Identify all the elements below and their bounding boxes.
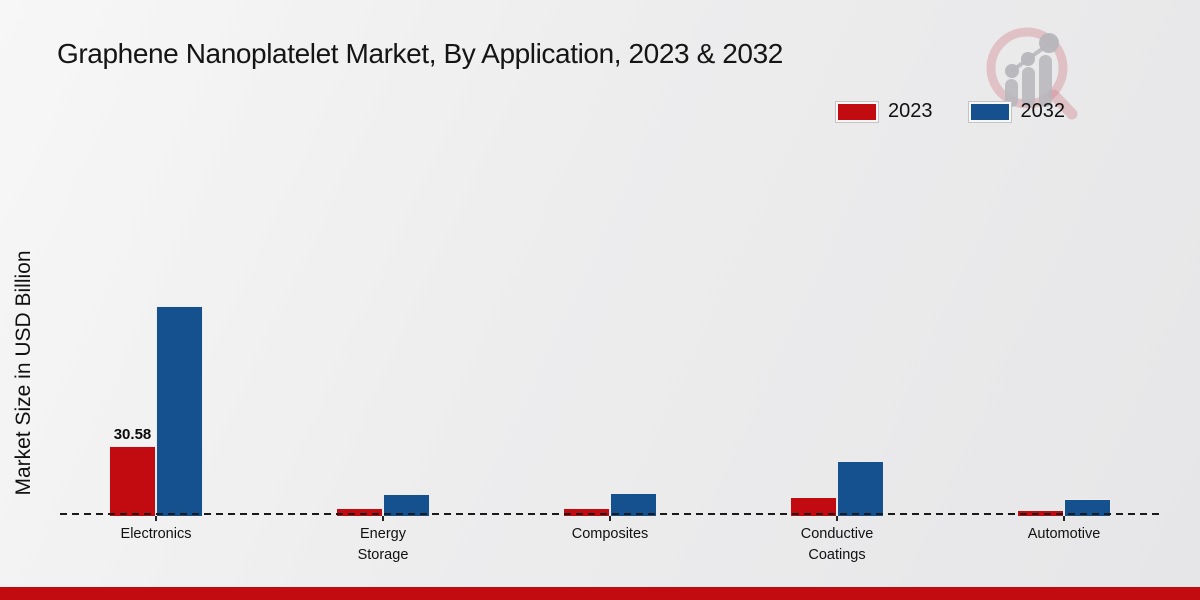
legend-item-2023: 2023 [835,100,933,123]
x-axis-label-automotive: Automotive [1027,526,1101,542]
x-tick-conductive-coatings [836,516,838,521]
legend-label-2032: 2032 [1020,100,1066,122]
footer-accent-bar [0,587,1200,600]
legend-swatch-2023 [835,100,879,123]
bar-2023-electronics [109,446,156,516]
x-axis-label-conductive-coatings: Conductive Coatings [800,526,874,564]
bar-value-label: 30.58 [113,426,152,443]
legend-swatch-2032 [967,100,1012,123]
chart-title: Graphene Nanoplatelet Market, By Applica… [57,38,783,69]
x-axis-label-electronics: Electronics [120,526,192,542]
bar-2032-electronics [156,306,203,516]
legend-item-2032: 2032 [967,100,1066,123]
bar-2023-energy-storage [336,508,383,516]
legend: 2023 2032 [835,100,1066,123]
bar-2032-conductive-coatings [837,461,884,516]
x-axis-label-energy-storage: Energy Storage [357,526,409,564]
x-axis-dashed-line [60,513,1160,515]
x-tick-energy-storage [382,516,384,521]
bar-2023-composites [563,508,610,516]
legend-label-2023: 2023 [888,100,933,122]
x-tick-automotive [1063,516,1065,521]
bar-2032-composites [610,493,657,516]
bar-2032-energy-storage [383,494,430,516]
x-tick-electronics [155,516,157,521]
x-axis-label-composites: Composites [571,526,649,542]
bar-2032-automotive [1064,499,1111,516]
bar-2023-conductive-coatings [790,497,837,516]
x-tick-composites [609,516,611,521]
magnifier-chart-logo-icon [986,27,1078,120]
